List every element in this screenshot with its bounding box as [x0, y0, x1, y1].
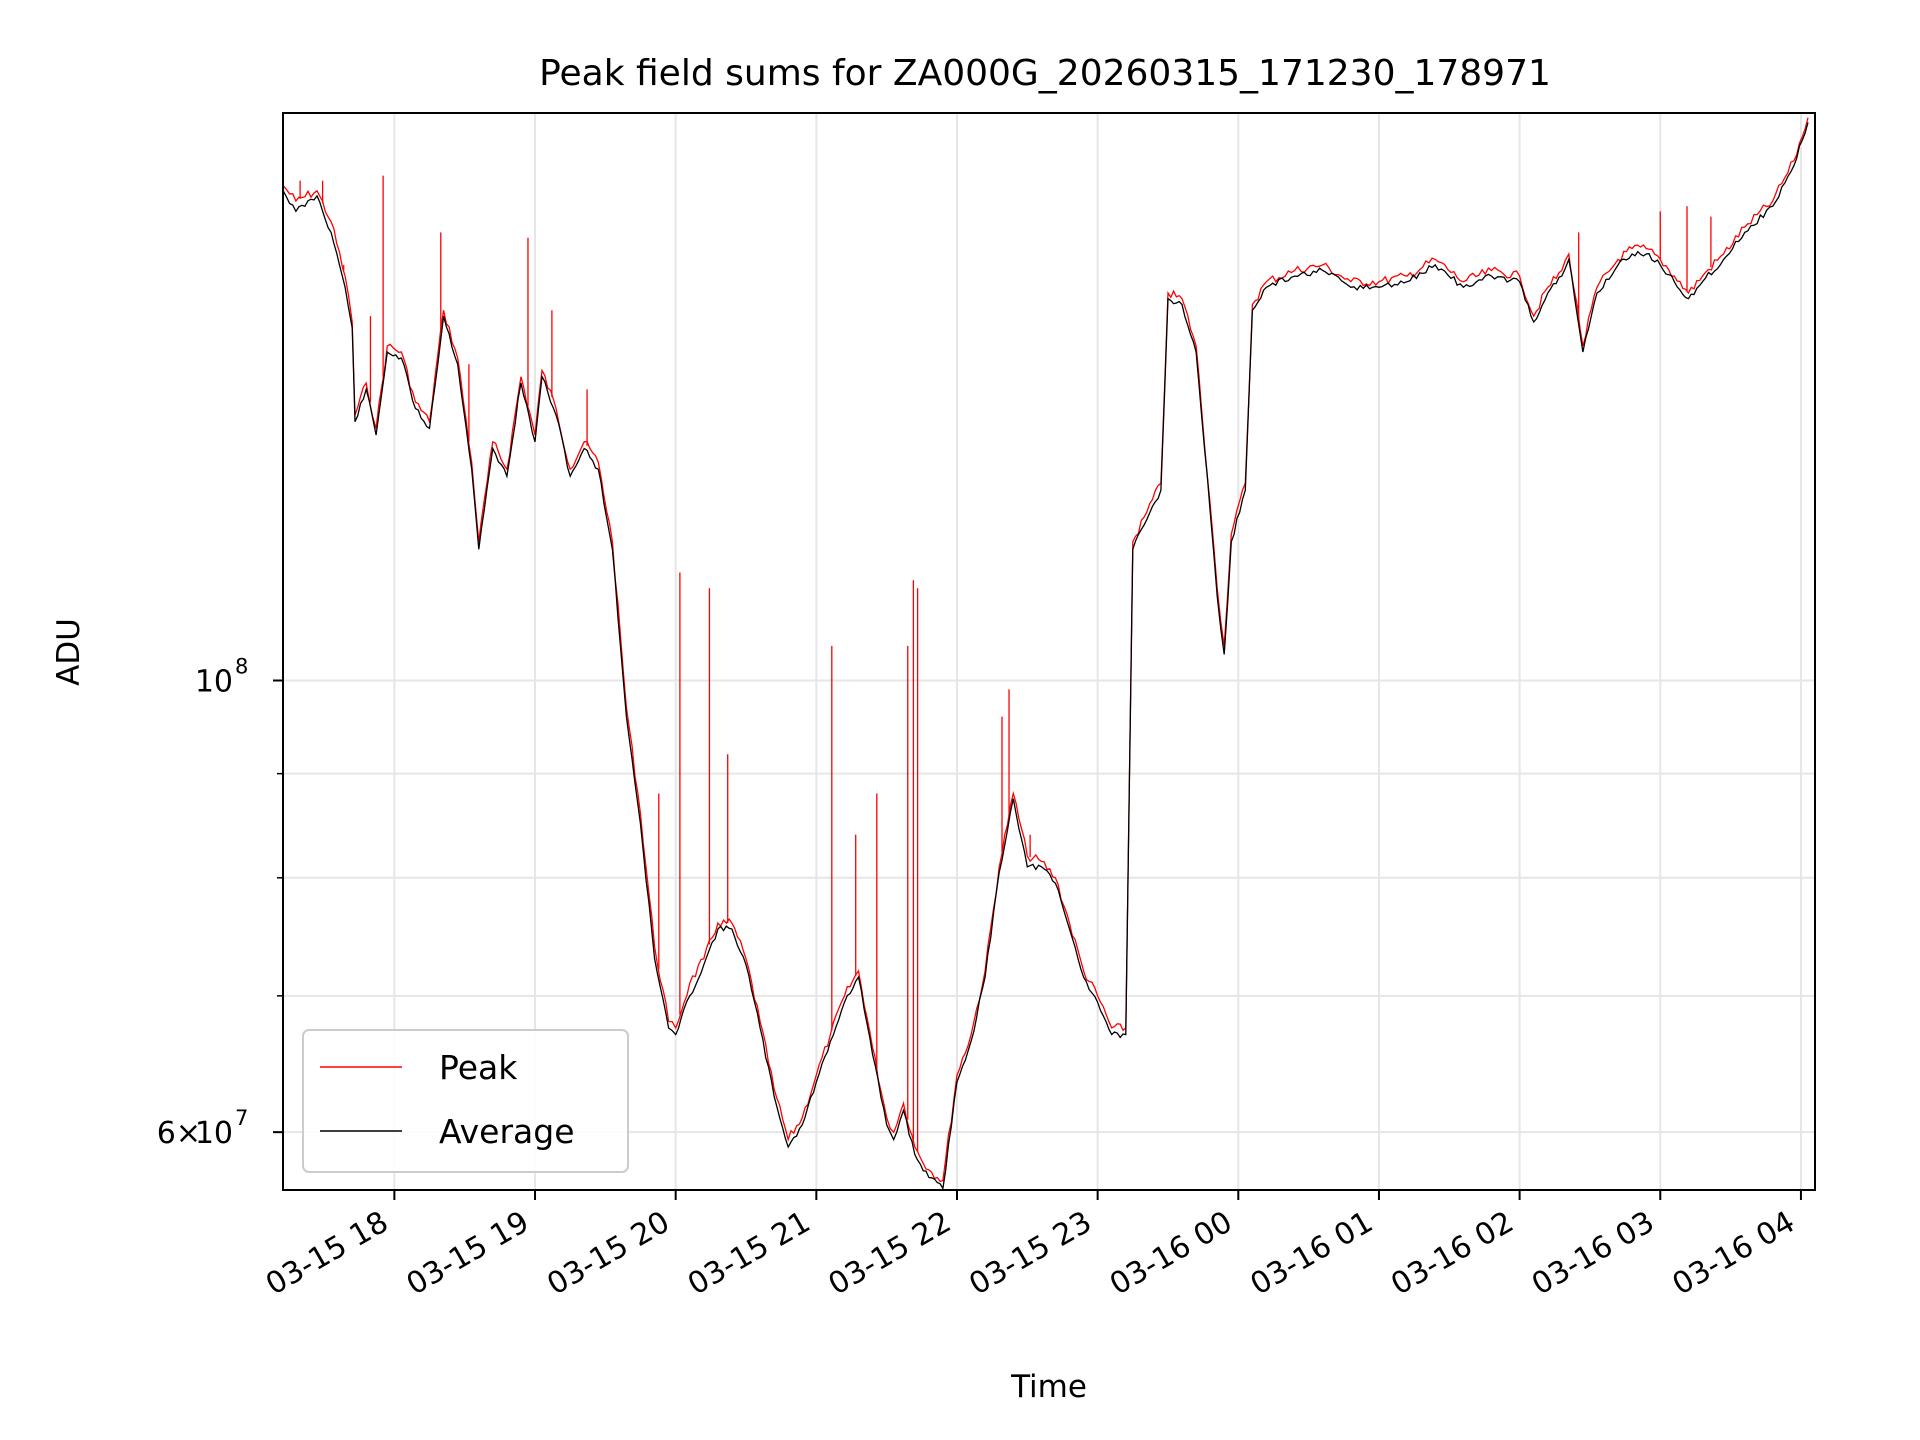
legend-box: [302, 1029, 629, 1173]
y-tick-label: 6×10 7: [157, 1106, 249, 1151]
y-tick-mantissa: 6×: [157, 1116, 201, 1151]
y-tick-base: 10: [195, 665, 233, 700]
y-tick-exponent: 8: [235, 655, 248, 679]
x-axis-label: Time: [1010, 1369, 1087, 1405]
legend: Peak Average: [302, 1029, 629, 1173]
series-layer: [283, 117, 1809, 1190]
legend-label-peak: Peak: [439, 1048, 518, 1087]
plot-frame: [282, 112, 1816, 1191]
chart-title: Peak field sums for ZA000G_20260315_1712…: [539, 53, 1551, 94]
series-line-average: [283, 122, 1809, 1190]
legend-label-average: Average: [439, 1112, 575, 1151]
y-axis-label: ADU: [51, 618, 87, 686]
y-tick-label: 10 8: [195, 655, 249, 700]
gridlines: [283, 113, 1815, 1190]
series-line-peak: [283, 117, 1809, 1183]
y-tick-base: 10: [195, 1116, 233, 1151]
y-tick-exponent: 7: [235, 1106, 248, 1130]
